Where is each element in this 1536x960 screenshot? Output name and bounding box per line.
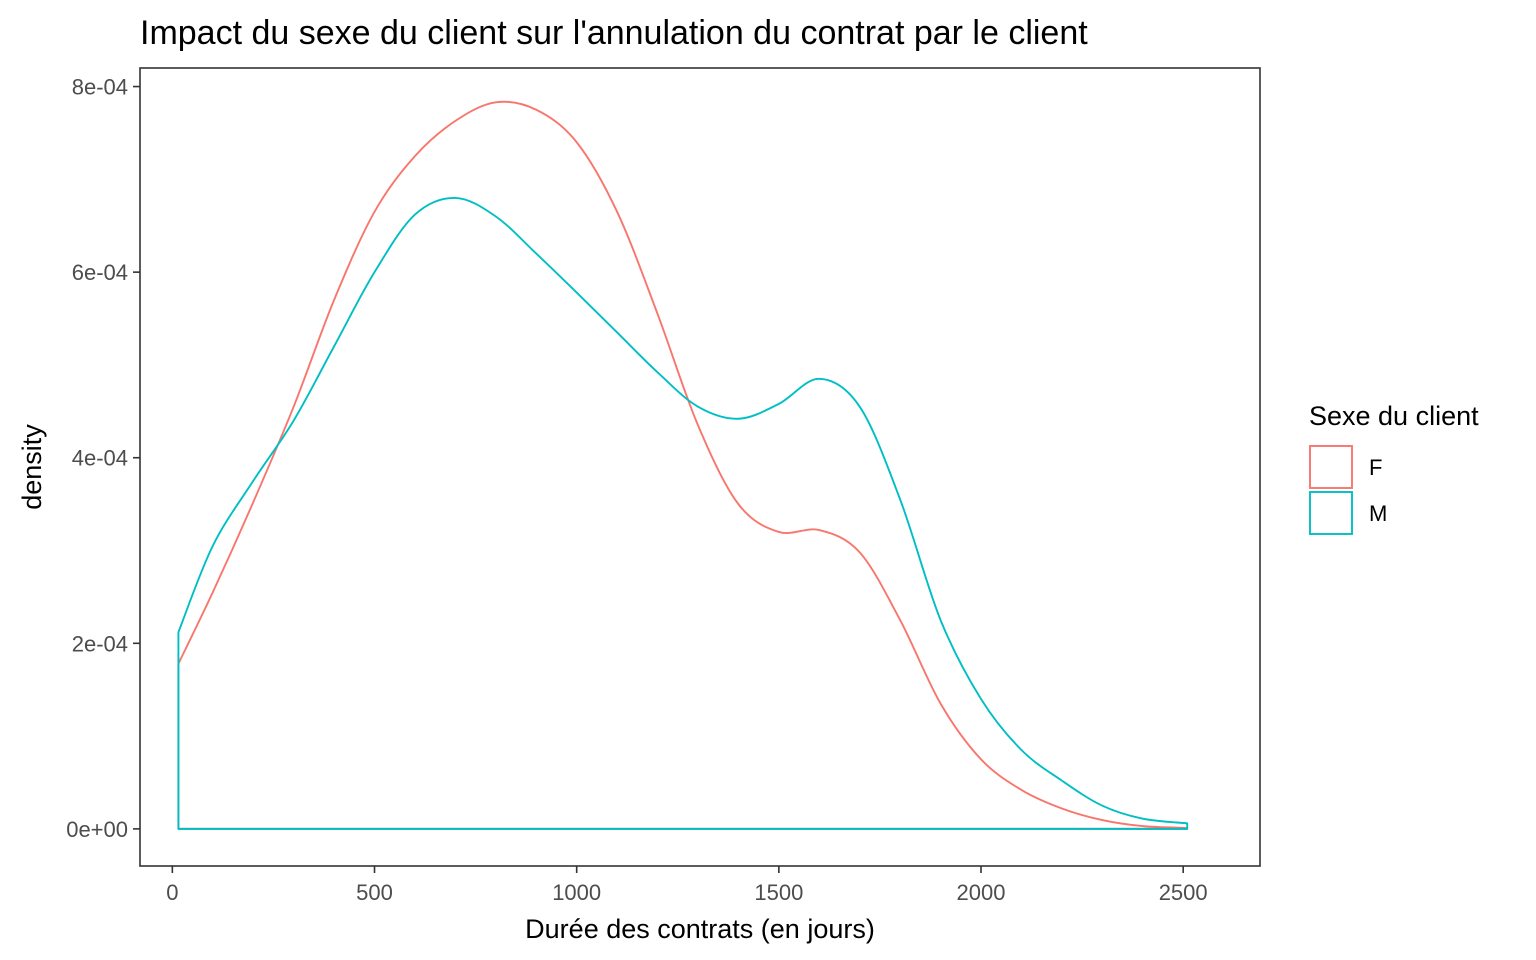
x-tick-label: 1000 — [552, 880, 601, 905]
x-axis-title: Durée des contrats (en jours) — [525, 914, 875, 944]
x-tick-label: 2000 — [957, 880, 1006, 905]
density-curve-f — [177, 100, 1189, 830]
legend-key-f — [1309, 445, 1353, 489]
y-axis-title: density — [17, 424, 47, 510]
legend-label-f: F — [1369, 455, 1382, 480]
x-tick-label: 2500 — [1159, 880, 1208, 905]
series-layer — [177, 100, 1189, 830]
y-axis: 0e+00 2e-04 4e-04 6e-04 8e-04 — [66, 75, 140, 842]
y-tick-label: 0e+00 — [66, 817, 128, 842]
x-axis: 0 500 1000 1500 2000 2500 — [166, 866, 1208, 905]
chart-title: Impact du sexe du client sur l'annulatio… — [140, 14, 1088, 52]
x-tick-label: 1500 — [754, 880, 803, 905]
x-tick-label: 0 — [166, 880, 178, 905]
legend-label-m: M — [1369, 501, 1387, 526]
legend: Sexe du client FM — [1309, 401, 1479, 535]
legend-key-m — [1309, 491, 1353, 535]
y-tick-label: 6e-04 — [72, 260, 128, 285]
x-tick-label: 500 — [356, 880, 393, 905]
density-curve-m — [177, 196, 1189, 830]
legend-title: Sexe du client — [1309, 401, 1479, 431]
y-tick-label: 4e-04 — [72, 446, 128, 471]
y-tick-label: 8e-04 — [72, 75, 128, 100]
plot-panel — [139, 67, 1261, 867]
y-tick-label: 2e-04 — [72, 631, 128, 656]
